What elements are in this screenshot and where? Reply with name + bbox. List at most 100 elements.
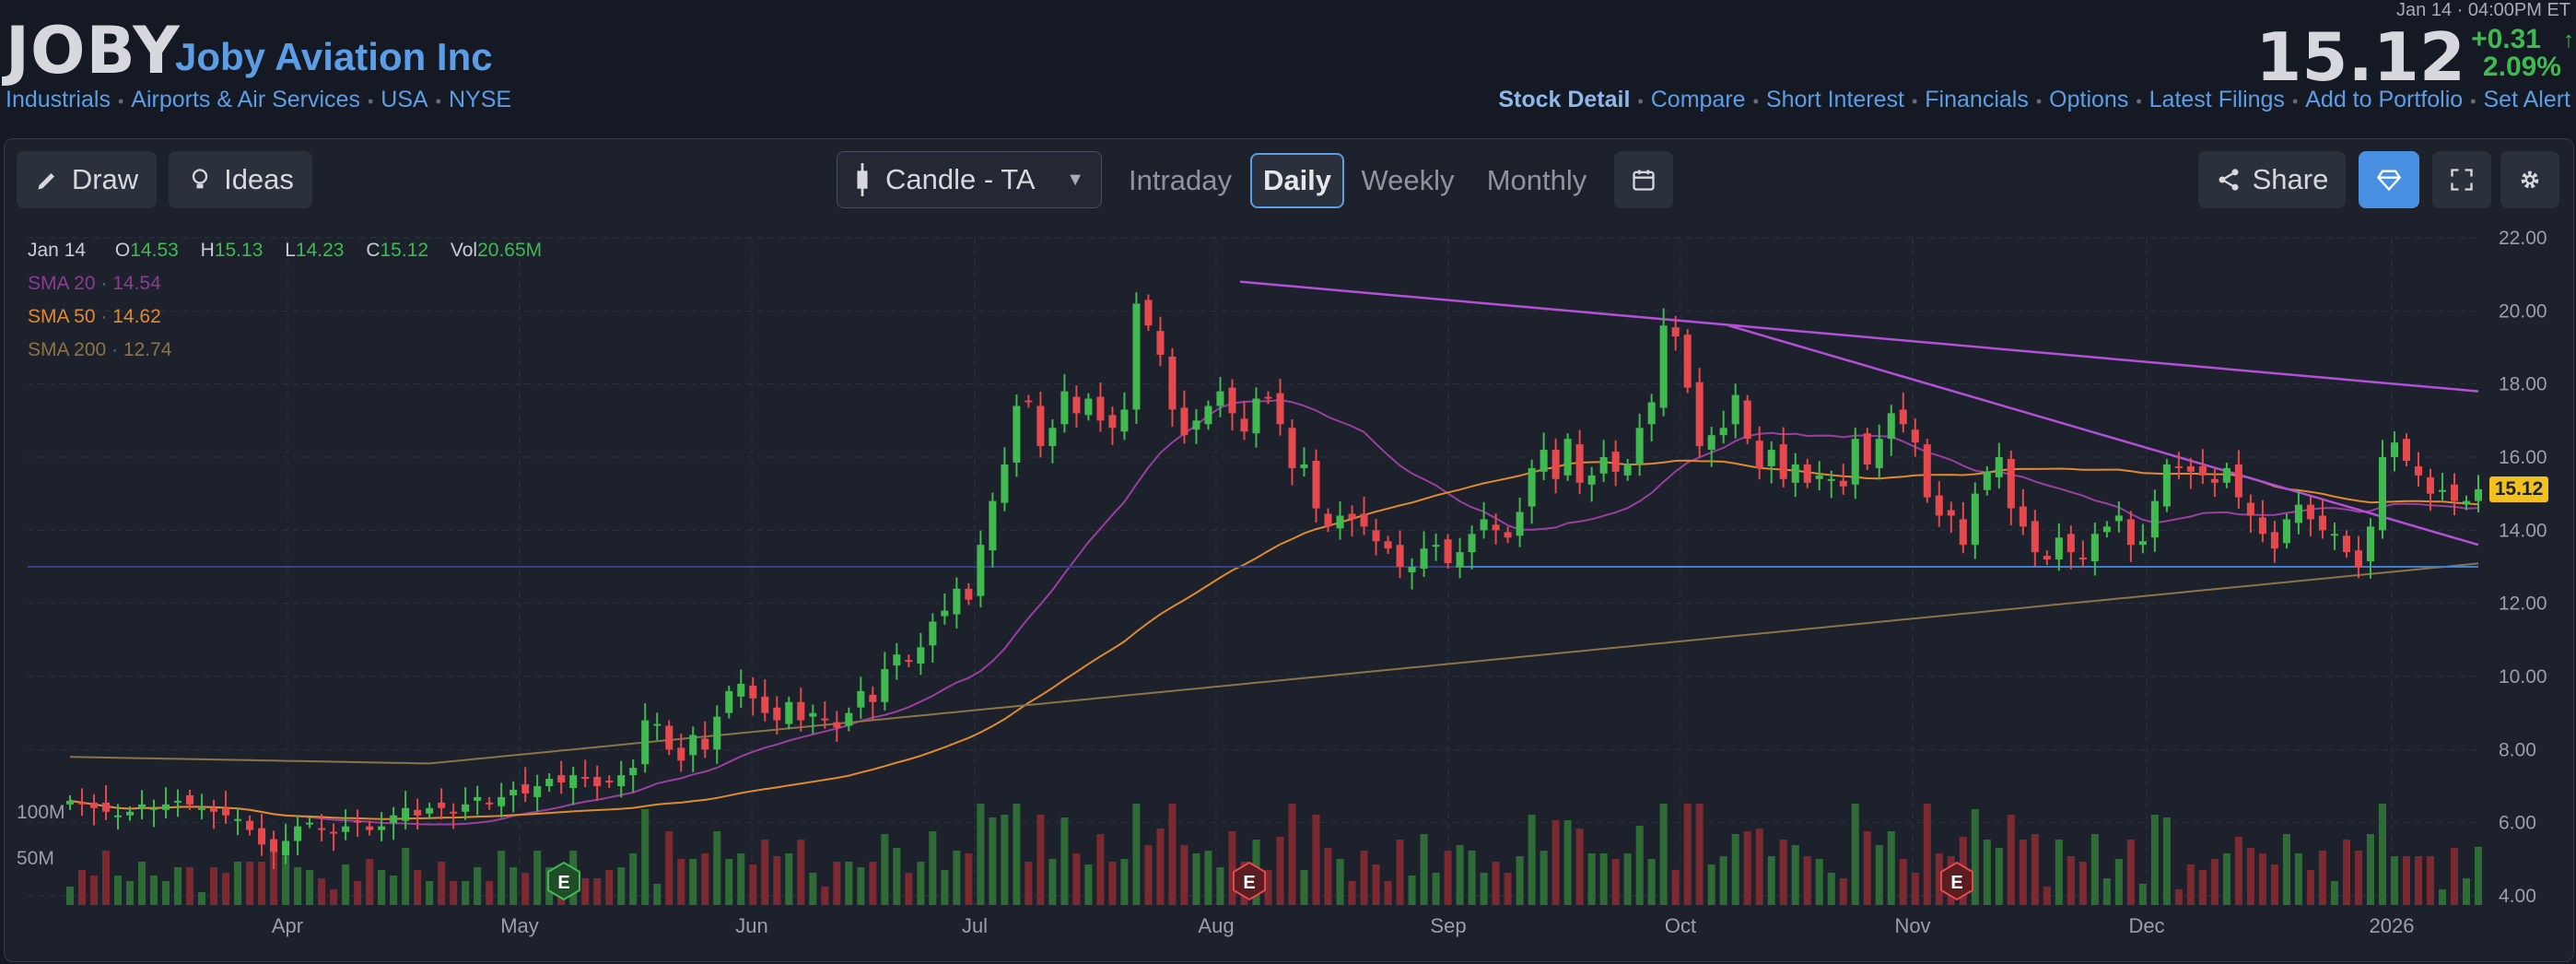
volume-bar [953,851,961,905]
candle-body [1851,439,1859,485]
link-short-interest[interactable]: Short Interest [1765,87,1904,112]
candle-body [77,802,87,805]
trend-line-lower [1727,324,2479,547]
earnings-marker: E [1233,861,1266,901]
candle-body [545,779,554,786]
volume-bar [2318,851,2326,905]
chart-type-label: Candle - TA [885,163,1036,195]
volume-bar [1743,831,1751,905]
link-options[interactable]: Options [2049,87,2129,112]
volume-bar [246,862,254,905]
tab-monthly[interactable]: Monthly [1486,164,1587,196]
volume-bar [1911,873,1919,905]
link-set-alert[interactable]: Set Alert [2483,87,2571,112]
crumb-country[interactable]: USA [381,87,428,112]
candle-body [1360,513,1368,527]
link-compare[interactable]: Compare [1650,87,1746,112]
candle-body [773,707,781,721]
candle-body [2055,537,2063,560]
tab-weekly[interactable]: Weekly [1361,164,1455,196]
candle-body [593,777,602,786]
candle-body [1420,548,1428,569]
candle-body [2258,517,2266,535]
link-stock-detail[interactable]: Stock Detail [1498,87,1631,112]
candle-body [222,807,230,816]
volume-bar [1983,840,1991,905]
candle-body [2294,504,2302,523]
volume-bar [1264,870,1272,905]
volume-bar [1036,815,1045,905]
volume-bar [2138,884,2147,905]
tab-daily[interactable]: Daily [1250,153,1344,208]
draw-button[interactable]: Draw [17,151,157,208]
volume-bar [845,862,853,905]
tab-intraday[interactable]: Intraday [1128,164,1232,196]
volume-bar [1180,845,1188,905]
candle-body [569,775,578,788]
volume-bar [1480,873,1488,905]
volume-bar [2474,846,2483,905]
volume-bar [1001,815,1009,905]
premium-button[interactable] [2359,151,2419,208]
x-tick-label: May [500,914,539,937]
volume-bar [641,809,650,905]
calendar-button[interactable] [1614,151,1673,208]
volume-bar [1372,864,1380,905]
ideas-label: Ideas [224,163,294,195]
candle-body [318,828,326,830]
candle-body [2186,465,2195,472]
volume-bar [162,881,170,905]
volume-bar [965,853,973,905]
candle-body [629,768,638,776]
candle-body [1312,460,1320,509]
crumb-sector[interactable]: Industrials [6,87,111,112]
candle-body [1300,464,1308,468]
candle-body [2174,465,2183,468]
candle-body [2234,464,2242,498]
volume-bar [1528,815,1536,905]
candle-body [234,818,242,821]
earnings-marker: E [547,861,580,901]
link-financials[interactable]: Financials [1925,87,2029,112]
volume-bar [1540,851,1548,905]
calendar-icon [1633,170,1655,191]
link-add-portfolio[interactable]: Add to Portfolio [2305,87,2464,112]
candle-body [1396,545,1404,567]
fullscreen-button[interactable] [2432,151,2491,208]
volume-bar [593,878,602,905]
candle-body [1779,444,1787,479]
ideas-button[interactable]: Ideas [169,151,312,208]
share-button[interactable]: Share [2198,151,2346,208]
volume-bar [2043,887,2051,905]
candle-body [1743,400,1751,440]
volume-bar [1695,804,1704,905]
volume-bar [725,859,733,905]
settings-button[interactable] [2500,151,2559,208]
candle-body [1192,420,1200,430]
candle-body [198,807,206,810]
y-tick-label: 22.00 [2499,228,2547,249]
candle-body [2210,478,2219,483]
link-latest-filings[interactable]: Latest Filings [2149,87,2285,112]
candle-body [186,794,194,805]
candle-body [2450,484,2459,501]
volume-bar [773,856,781,905]
candle-body [1444,539,1452,564]
crumb-industry[interactable]: Airports & Air Services [131,87,360,112]
candle-body [797,701,805,721]
volume-bar [366,859,374,905]
candle-body [917,647,925,664]
candle-body [2019,506,2027,527]
crumb-exchange[interactable]: NYSE [448,87,512,112]
chart-type-select[interactable]: Candle - TA ▼ [837,151,1102,208]
candle-body [1803,464,1811,483]
volume-bar [125,881,135,905]
company-name[interactable]: Joby Aviation Inc [175,35,493,78]
candle-body [653,723,662,726]
candle-body [2330,534,2338,536]
volume-bar [1348,881,1356,905]
last-price: 15.12 [2255,18,2465,96]
candle-body [929,621,937,646]
